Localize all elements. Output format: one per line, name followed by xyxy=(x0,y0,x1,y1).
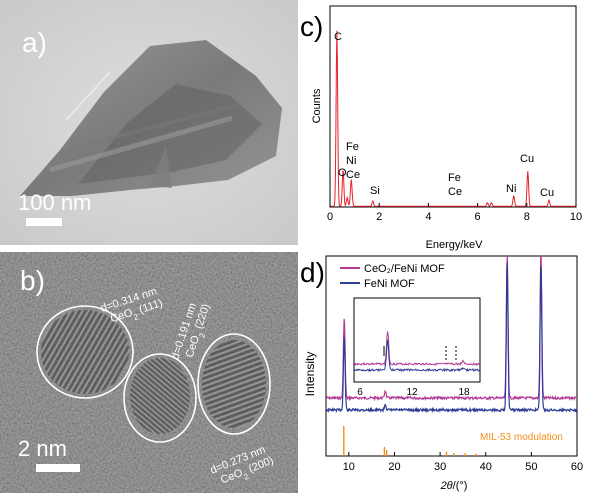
series-fenimof xyxy=(325,262,578,414)
panel-d-label: d) xyxy=(300,257,325,288)
panel-a-label: a) xyxy=(22,27,47,58)
eds-peak-label: Ni xyxy=(346,155,356,167)
panel-b-scale-bar xyxy=(36,464,80,472)
eds-peak-label: Ce xyxy=(448,186,462,198)
eds-peak-label: Ni xyxy=(506,183,516,195)
eds-tick-label: 6 xyxy=(475,211,481,223)
eds-tick-label: 2 xyxy=(376,211,382,223)
panel-b-hrtem-image: b) d=0.314 nm CeO2 (111) d=0.191 nm CeO2… xyxy=(0,252,298,493)
xrd-tick-label: 40 xyxy=(480,461,492,473)
eds-peak-label: Cu xyxy=(520,153,534,165)
eds-spectrum xyxy=(330,30,576,207)
series-mil53-sticks xyxy=(343,426,477,456)
inset-tick-6: 6 xyxy=(357,387,363,398)
eds-tick-label: 10 xyxy=(570,211,582,223)
panel-c-label: c) xyxy=(300,11,323,42)
eds-peak-label: Ce xyxy=(346,169,360,181)
xrd-tick-label: 10 xyxy=(343,461,355,473)
panel-b-label: b) xyxy=(20,265,45,296)
mil53-label: MIL-53 modulation xyxy=(480,432,563,443)
particle-outline-200 xyxy=(197,333,271,435)
panel-b-scale-text: 2 nm xyxy=(18,436,67,461)
panel-a-scale-text: 100 nm xyxy=(18,190,91,215)
xrd-tick-label: 60 xyxy=(571,461,583,473)
xrd-x-axis-label: 2θ/(°) xyxy=(440,480,468,492)
legend-fenimof: FeNi MOF xyxy=(364,278,415,290)
xrd-tick-label: 50 xyxy=(525,461,537,473)
eds-peak-label: O xyxy=(338,167,347,179)
eds-peak-label: Fe xyxy=(448,172,461,184)
eds-plot-frame xyxy=(329,5,577,208)
xrd-plot-frame xyxy=(325,255,578,457)
series-ceo2-fenimof xyxy=(325,254,578,402)
eds-tick-label: 4 xyxy=(425,211,431,223)
eds-tick-label: 8 xyxy=(524,211,530,223)
particle-outline-220 xyxy=(123,353,197,443)
eds-peak-label: Fe xyxy=(346,141,359,153)
panel-d-xrd-chart: d) Intensity 2θ/(°) 10 20 30 40 50 60 CeO₂/Fe… xyxy=(298,252,599,493)
legend-ceo2-fenimof: CeO₂/FeNi MOF xyxy=(364,263,445,275)
particle-outline-111 xyxy=(36,305,134,399)
xrd-inset: 6 12 18 xyxy=(353,297,481,398)
eds-y-axis-label: Counts xyxy=(311,88,323,123)
eds-peak-label: Si xyxy=(370,185,380,197)
panel-a-tem-image: a) 100 nm xyxy=(0,0,298,245)
panel-a-scale-bar xyxy=(26,218,62,226)
xrd-x-ticks: 10 20 30 40 50 60 xyxy=(343,452,583,473)
xrd-tick-label: 30 xyxy=(434,461,446,473)
eds-peak-label: C xyxy=(334,31,342,43)
eds-peak-label: Cu xyxy=(540,187,554,199)
eds-x-ticks: 0 2 4 6 8 10 xyxy=(327,203,582,223)
inset-tick-18: 18 xyxy=(458,387,470,398)
xrd-legend: CeO₂/FeNi MOF FeNi MOF xyxy=(340,263,445,290)
eds-tick-label: 0 xyxy=(327,211,333,223)
xrd-y-axis-label: Intensity xyxy=(303,352,317,397)
inset-tick-12: 12 xyxy=(406,387,418,398)
xrd-tick-label: 20 xyxy=(388,461,400,473)
panel-c-eds-chart: c) Counts Energy/keV 0 2 4 6 8 10 C Fe Ni O Ce Si F… xyxy=(298,0,599,252)
eds-x-axis-label: Energy/keV xyxy=(426,239,484,251)
